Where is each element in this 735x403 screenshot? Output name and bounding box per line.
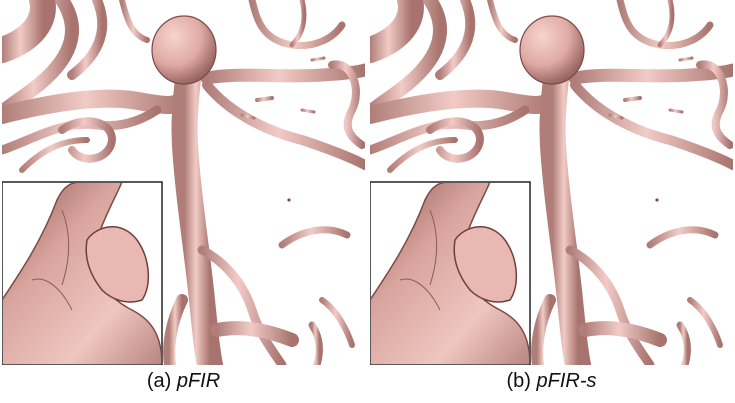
render-panel-b <box>370 0 733 365</box>
aneurysm-shape <box>519 15 585 85</box>
caption-b-name: pFIR-s <box>536 370 597 392</box>
caption-a: (a) pFIR <box>2 370 365 393</box>
vessel-render-a <box>2 0 365 365</box>
vessel-render-b <box>370 0 733 365</box>
caption-b-prefix: (b) <box>506 370 537 392</box>
speck <box>287 198 291 202</box>
render-panel-a <box>2 0 365 365</box>
zoom-inset <box>2 181 163 365</box>
caption-b: (b) pFIR-s <box>370 370 733 393</box>
aneurysm-shape <box>151 15 217 85</box>
vessel-tree <box>2 0 365 365</box>
vessel-tree <box>370 0 733 365</box>
caption-a-prefix: (a) <box>146 370 177 392</box>
zoom-inset <box>370 181 531 365</box>
speck <box>655 198 659 202</box>
caption-a-name: pFIR <box>176 370 221 392</box>
